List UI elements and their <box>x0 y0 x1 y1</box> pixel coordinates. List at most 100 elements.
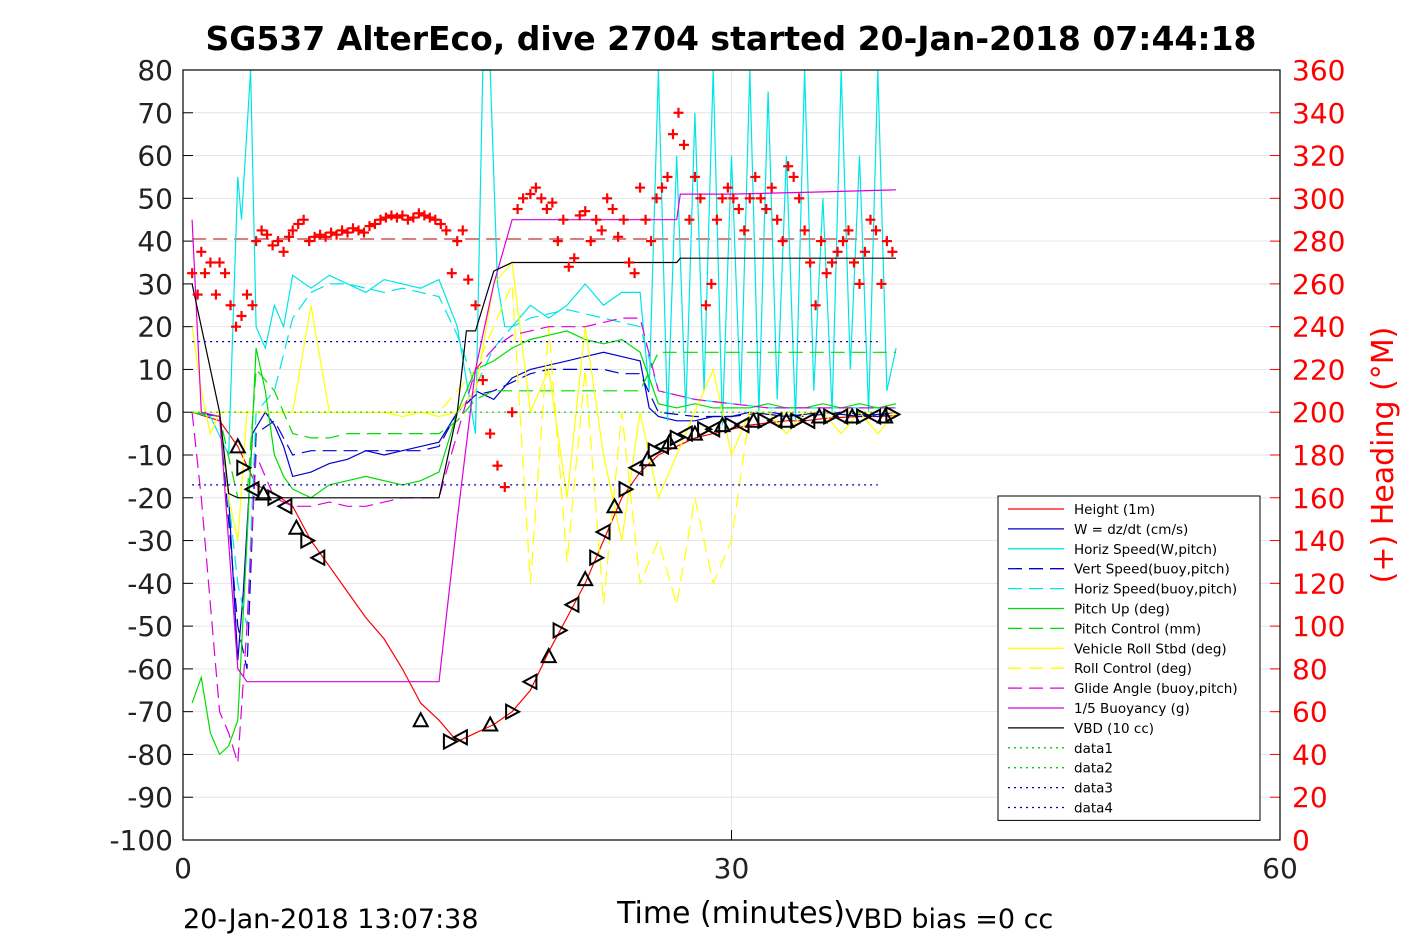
heading-point <box>251 236 262 247</box>
y-tick-label: -30 <box>127 525 173 558</box>
heading-point <box>210 289 221 300</box>
heading-point <box>512 204 523 215</box>
y-tick-label: 50 <box>137 182 173 215</box>
heading-point <box>485 428 496 439</box>
y-tick-label: -40 <box>127 567 173 600</box>
heading-point <box>558 214 569 225</box>
depth-marker <box>540 646 558 664</box>
heading-point <box>541 204 552 215</box>
heading-point <box>755 193 766 204</box>
y-tick-label: -90 <box>127 781 173 814</box>
heading-point <box>435 219 446 229</box>
depth-marker <box>412 711 430 728</box>
y-right-tick-label: 140 <box>1292 525 1345 558</box>
heading-point <box>397 210 408 221</box>
series-line <box>191 411 897 743</box>
heading-point <box>267 240 278 251</box>
series-line <box>191 317 897 764</box>
y-tick-label: 10 <box>137 353 173 386</box>
heading-point <box>304 236 315 247</box>
y-right-tick-label: 180 <box>1292 439 1345 472</box>
heading-point <box>640 214 651 225</box>
heading-point <box>580 206 591 217</box>
legend-box <box>997 495 1261 821</box>
depth-marker <box>442 732 460 751</box>
depth-marker <box>638 450 657 467</box>
heading-point <box>805 257 816 268</box>
heading-point <box>348 223 359 234</box>
y-right-tick-label: 0 <box>1292 824 1310 857</box>
heading-point <box>848 257 859 268</box>
y-tick-label: -100 <box>109 824 173 857</box>
depth-marker <box>757 412 774 430</box>
legend-label: Roll Control (deg) <box>1074 661 1192 677</box>
depth-marker <box>660 433 678 450</box>
heading-point <box>733 204 744 215</box>
heading-point <box>881 236 892 247</box>
legend-label: VBD (10 cc) <box>1074 721 1154 737</box>
heading-point <box>552 236 563 247</box>
depth-marker <box>563 596 580 614</box>
heading-point <box>678 139 689 150</box>
y-right-tick-label: 220 <box>1292 353 1345 386</box>
heading-point <box>278 246 289 257</box>
y-right-tick-label: 160 <box>1292 482 1345 515</box>
heading-point <box>728 193 739 204</box>
depth-marker <box>810 407 828 424</box>
heading-point <box>876 278 887 289</box>
y-right-tick-label: 40 <box>1292 738 1328 771</box>
heading-point <box>607 204 618 215</box>
heading-point <box>739 225 750 236</box>
heading-point <box>247 300 258 311</box>
heading-point <box>470 300 481 311</box>
heading-point <box>695 193 706 204</box>
legend-label: data1 <box>1074 741 1113 757</box>
depth-marker <box>627 459 644 477</box>
heading-point <box>772 214 783 225</box>
heading-point <box>700 300 711 311</box>
heading-point <box>865 214 876 225</box>
heading-point <box>353 225 364 236</box>
depth-marker <box>287 518 306 535</box>
y-right-tick-label: 240 <box>1292 311 1345 344</box>
depth-marker <box>724 416 741 434</box>
heading-point <box>870 225 881 236</box>
legend-label: Pitch Up (deg) <box>1074 602 1170 618</box>
heading-point <box>241 289 252 300</box>
depth-marker <box>594 523 611 541</box>
heading-point <box>220 268 231 279</box>
y-right-tick-label: 340 <box>1292 97 1345 130</box>
legend-label: data3 <box>1074 781 1113 797</box>
depth-marker <box>876 407 894 424</box>
heading-point <box>525 189 536 200</box>
heading-point <box>662 171 673 182</box>
depth-marker <box>229 437 247 454</box>
heading-point <box>821 268 832 279</box>
legend: Height (1m) W = dz/dt (cm/s) Horiz Speed(W… <box>997 495 1261 821</box>
depth-marker <box>766 412 783 430</box>
depth-marker <box>618 480 635 498</box>
depth-marker <box>236 459 253 477</box>
heading-point <box>364 221 375 232</box>
heading-point <box>717 193 728 204</box>
depth-marker <box>843 407 861 424</box>
heading-point <box>320 231 331 242</box>
heading-point <box>236 310 247 321</box>
depth-marker <box>832 407 849 426</box>
y-tick-label: -70 <box>127 696 173 729</box>
heading-point <box>273 236 284 247</box>
heading-point <box>463 274 474 285</box>
y-right-tick-label: 300 <box>1292 182 1345 215</box>
heading-point <box>380 212 391 223</box>
depth-marker <box>254 484 273 501</box>
heading-point <box>569 253 580 264</box>
y-right-tick-label: 20 <box>1292 781 1328 814</box>
depth-marker <box>790 412 807 430</box>
y-tick-label: 60 <box>137 140 173 173</box>
y-tick-label: -20 <box>127 482 173 515</box>
depth-marker <box>704 420 721 438</box>
heading-point <box>827 257 838 268</box>
heading-point <box>530 182 541 193</box>
depth-marker <box>733 416 750 434</box>
depth-marker <box>521 673 538 691</box>
